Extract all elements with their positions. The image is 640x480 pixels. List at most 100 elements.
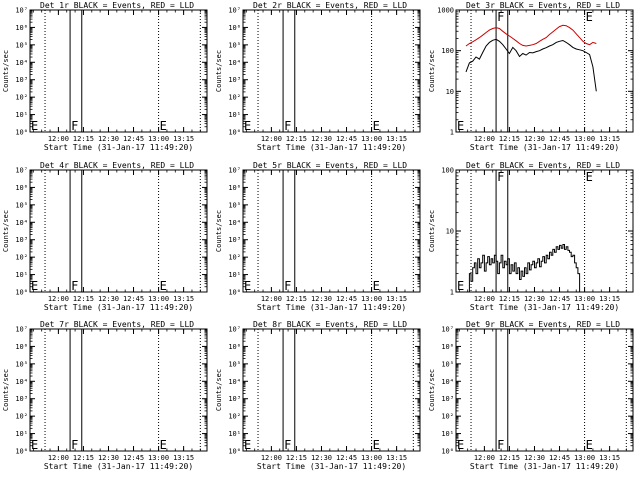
e-marker-label-end: E [373, 119, 380, 133]
y-tick-label: 10⁶ [228, 24, 241, 32]
y-tick-label: 10⁷ [15, 167, 28, 175]
y-tick-label: 10⁰ [15, 289, 28, 297]
y-tick-label: 10² [228, 94, 241, 102]
plot-frame [29, 169, 208, 293]
y-tick-label: 10¹ [228, 430, 241, 438]
y-tick-label: 10¹ [228, 111, 241, 119]
x-tick-label: 13:00 [148, 454, 169, 462]
plot-frame [29, 328, 208, 452]
x-tick-label: 13:15 [173, 295, 194, 303]
y-tick-label: 10⁵ [441, 360, 454, 368]
y-axis-label: Counts/sec [215, 369, 223, 411]
x-tick-label: 13:00 [574, 295, 595, 303]
x-tick-label: 12:15 [499, 454, 520, 462]
e-marker-label: E [31, 438, 38, 452]
plot-frame [455, 328, 634, 452]
x-tick-label: 12:45 [549, 454, 570, 462]
y-axis-label: Counts/sec [215, 210, 223, 252]
e-marker-label: E [244, 119, 251, 133]
x-tick-label: 12:00 [474, 295, 495, 303]
y-tick-label: 10³ [15, 236, 28, 244]
detector-panel-4: Det 4r BLACK = Events, RED = LLD 10⁰ 10¹ 10… [2, 161, 208, 312]
x-tick-label: 13:15 [386, 454, 407, 462]
panel-title: Det 4r BLACK = Events, RED = LLD [40, 161, 194, 170]
f-marker-label: F [497, 438, 504, 452]
e-marker-label: E [457, 119, 464, 133]
panel-title: Det 3r BLACK = Events, RED = LLD [466, 1, 620, 10]
y-axis-label: Counts/sec [2, 369, 10, 411]
e-marker-label: E [244, 438, 251, 452]
x-tick-label: 13:00 [361, 295, 382, 303]
y-tick-label: 10⁵ [15, 41, 28, 49]
events-series [465, 38, 597, 92]
y-tick-label: 1 [450, 129, 454, 137]
x-tick-label: 12:30 [524, 295, 545, 303]
x-tick-label: 12:45 [336, 135, 357, 143]
x-tick-label: 13:15 [173, 135, 194, 143]
y-axis-label: Counts/sec [428, 369, 436, 411]
panel-title: Det 6r BLACK = Events, RED = LLD [466, 161, 620, 170]
x-tick-label: 12:30 [311, 295, 332, 303]
events-series [466, 244, 581, 293]
e-marker-label-end: E [586, 10, 593, 24]
y-tick-label: 10 [446, 228, 454, 236]
y-tick-label: 10⁴ [228, 59, 241, 67]
f-marker-label: F [71, 119, 78, 133]
detector-panel-2: Det 2r BLACK = Events, RED = LLD 10⁰ 10¹ 10… [215, 1, 421, 152]
x-tick-label: 12:00 [48, 135, 69, 143]
x-tick-label: 12:00 [48, 295, 69, 303]
x-tick-label: 13:15 [386, 135, 407, 143]
x-tick-label: 12:45 [549, 295, 570, 303]
f-marker-label: F [284, 438, 291, 452]
x-tick-label: 12:15 [73, 454, 94, 462]
x-tick-label: 12:30 [98, 295, 119, 303]
f-marker-label: F [71, 438, 78, 452]
e-marker-label-end: E [586, 438, 593, 452]
x-axis-label: Start Time (31-Jan-17 11:49:20) [470, 303, 619, 312]
panel-title: Det 1r BLACK = Events, RED = LLD [40, 1, 194, 10]
y-tick-label: 10⁶ [15, 343, 28, 351]
y-tick-label: 100 [441, 47, 454, 55]
x-tick-label: 12:15 [73, 295, 94, 303]
detector-panel-5: Det 5r BLACK = Events, RED = LLD 10⁰ 10¹ 10… [215, 161, 421, 312]
plot-frame [242, 169, 421, 293]
f-marker-label: F [71, 279, 78, 293]
y-tick-label: 1 [450, 289, 454, 297]
x-tick-label: 13:15 [386, 295, 407, 303]
y-axis-label: Counts/sec [428, 50, 436, 92]
e-marker-label-end: E [586, 170, 593, 184]
panel-title: Det 8r BLACK = Events, RED = LLD [253, 320, 407, 329]
x-tick-label: 12:45 [123, 295, 144, 303]
y-tick-label: 10⁵ [15, 360, 28, 368]
y-tick-label: 10 [446, 88, 454, 96]
e-marker-label: E [457, 279, 464, 293]
y-tick-label: 10⁴ [441, 378, 454, 386]
y-tick-label: 10⁶ [15, 24, 28, 32]
e-marker-label: E [31, 119, 38, 133]
y-tick-label: 10⁰ [441, 448, 454, 456]
y-tick-label: 10⁴ [15, 378, 28, 386]
y-tick-label: 10¹ [15, 430, 28, 438]
y-axis-label: Counts/sec [2, 50, 10, 92]
detector-panel-9: Det 9r BLACK = Events, RED = LLD 10⁰ 10¹ 10… [428, 320, 634, 471]
x-tick-label: 13:15 [599, 295, 620, 303]
x-axis-label: Start Time (31-Jan-17 11:49:20) [470, 143, 619, 152]
x-tick-label: 12:45 [336, 295, 357, 303]
x-axis-label: Start Time (31-Jan-17 11:49:20) [44, 143, 193, 152]
x-axis-label: Start Time (31-Jan-17 11:49:20) [257, 462, 406, 471]
detector-panel-7: Det 7r BLACK = Events, RED = LLD 10⁰ 10¹ 10… [2, 320, 208, 471]
x-tick-label: 12:15 [73, 135, 94, 143]
x-tick-label: 12:30 [98, 135, 119, 143]
y-tick-label: 10⁶ [15, 184, 28, 192]
y-tick-label: 10⁵ [228, 41, 241, 49]
x-tick-label: 12:00 [48, 454, 69, 462]
x-tick-label: 13:00 [574, 135, 595, 143]
x-tick-label: 13:15 [599, 454, 620, 462]
f-marker-label: F [284, 119, 291, 133]
f-marker-label: F [284, 279, 291, 293]
x-tick-label: 12:15 [286, 454, 307, 462]
plot-frame [455, 169, 634, 293]
y-tick-label: 10⁰ [228, 129, 241, 137]
x-tick-label: 13:00 [148, 135, 169, 143]
